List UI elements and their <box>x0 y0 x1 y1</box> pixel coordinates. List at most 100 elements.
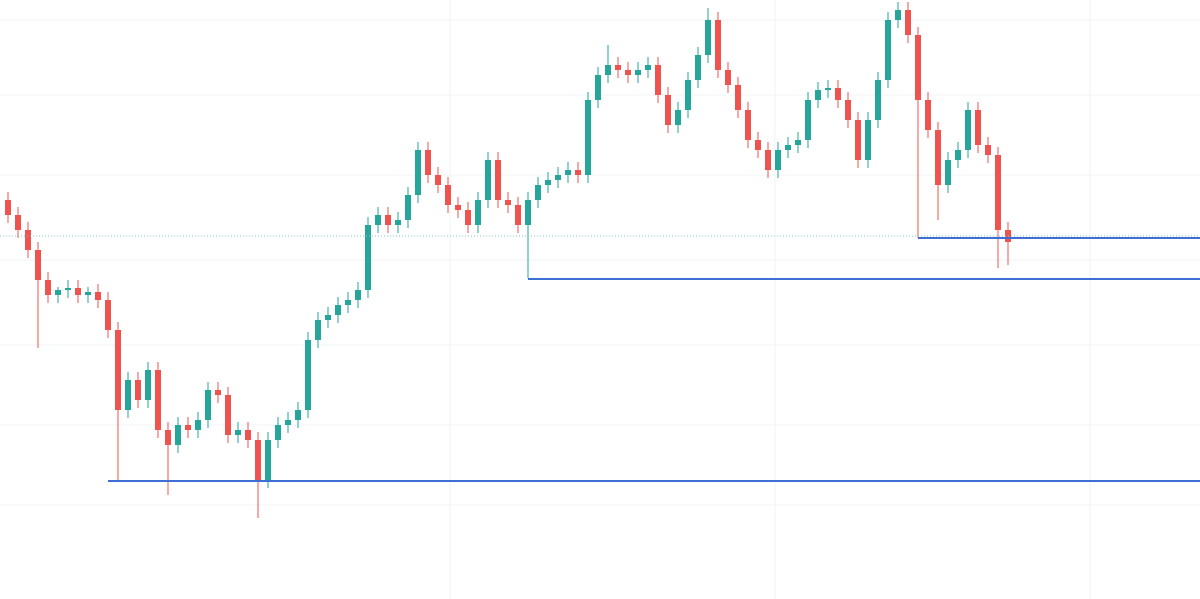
candle-body <box>515 205 521 225</box>
candle-body <box>745 110 751 140</box>
candle-body <box>35 250 41 280</box>
candle-body <box>285 420 291 425</box>
candle-body <box>955 150 961 160</box>
candle-body <box>435 175 441 185</box>
candle-body <box>485 160 491 200</box>
candle-body <box>965 110 971 150</box>
candle-body <box>205 390 211 420</box>
candle-body <box>185 425 191 430</box>
candle-body <box>645 65 651 70</box>
candle-body <box>445 185 451 205</box>
candle-body <box>815 90 821 100</box>
candle-body <box>405 195 411 220</box>
candle-body <box>245 430 251 440</box>
candle-body <box>805 100 811 140</box>
candle-body <box>905 10 911 35</box>
candle-body <box>45 280 51 295</box>
candle-body <box>865 120 871 160</box>
candle-body <box>345 300 351 305</box>
candle-body <box>655 65 661 95</box>
candle-body <box>265 440 271 480</box>
candle-body <box>275 425 281 440</box>
candle-body <box>455 205 461 210</box>
candle-body <box>475 200 481 225</box>
candle-body <box>115 330 121 410</box>
candle-body <box>295 410 301 420</box>
candle-body <box>525 200 531 225</box>
candle-body <box>95 292 101 300</box>
candle-body <box>375 215 381 225</box>
candle-body <box>55 290 61 295</box>
candle-body <box>685 80 691 110</box>
candle-body <box>335 305 341 315</box>
candle-body <box>535 185 541 200</box>
candle-body <box>135 380 141 400</box>
candle-body <box>165 430 171 445</box>
candle-body <box>595 75 601 100</box>
candle-body <box>125 380 131 410</box>
candle-body <box>995 155 1001 230</box>
candle-body <box>325 315 331 320</box>
candle-body <box>605 65 611 75</box>
candle-body <box>15 215 21 230</box>
candle-body <box>495 160 501 200</box>
candle-body <box>65 288 71 290</box>
candle-body <box>565 170 571 175</box>
candle-body <box>465 210 471 225</box>
candle-body <box>825 88 831 90</box>
candle-body <box>195 420 201 430</box>
candle-body <box>355 290 361 300</box>
candle-body <box>215 390 221 395</box>
candle-body <box>855 120 861 160</box>
candle-body <box>25 230 31 250</box>
candle-body <box>985 145 991 155</box>
candle-body <box>575 170 581 175</box>
candle-body <box>705 20 711 55</box>
candle-body <box>775 150 781 170</box>
candle-body <box>835 88 841 100</box>
candle-body <box>675 110 681 125</box>
candle-body <box>145 370 151 400</box>
candle-body <box>915 35 921 100</box>
candle-body <box>765 150 771 170</box>
candle-body <box>75 288 81 295</box>
candle-body <box>735 85 741 110</box>
candle-body <box>585 100 591 175</box>
candle-body <box>425 150 431 175</box>
candle-body <box>845 100 851 120</box>
candle-body <box>305 340 311 410</box>
candle-body <box>365 225 371 290</box>
candle-body <box>175 425 181 445</box>
candle-body <box>225 395 231 435</box>
candle-body <box>625 70 631 75</box>
candle-body <box>105 300 111 330</box>
candle-body <box>385 215 391 225</box>
candle-body <box>935 130 941 185</box>
candle-body <box>895 10 901 20</box>
candle-body <box>665 95 671 125</box>
candle-body <box>715 20 721 70</box>
candle-body <box>155 370 161 430</box>
candle-body <box>925 100 931 130</box>
candle-body <box>555 175 561 180</box>
candle-body <box>235 430 241 435</box>
candle-body <box>505 200 511 205</box>
candle-body <box>545 180 551 185</box>
candle-body <box>725 70 731 85</box>
candle-body <box>635 70 641 75</box>
candle-body <box>615 65 621 70</box>
candle-body <box>85 292 91 295</box>
candle-body <box>795 140 801 145</box>
candle-body <box>885 20 891 80</box>
candle-body <box>5 200 11 215</box>
candle-body <box>415 150 421 195</box>
candle-body <box>755 140 761 150</box>
candle-body <box>395 220 401 225</box>
candle-body <box>695 55 701 80</box>
candle-body <box>975 110 981 145</box>
candle-body <box>255 440 261 480</box>
candle-body <box>945 160 951 185</box>
candle-body <box>875 80 881 120</box>
candle-body <box>315 320 321 340</box>
